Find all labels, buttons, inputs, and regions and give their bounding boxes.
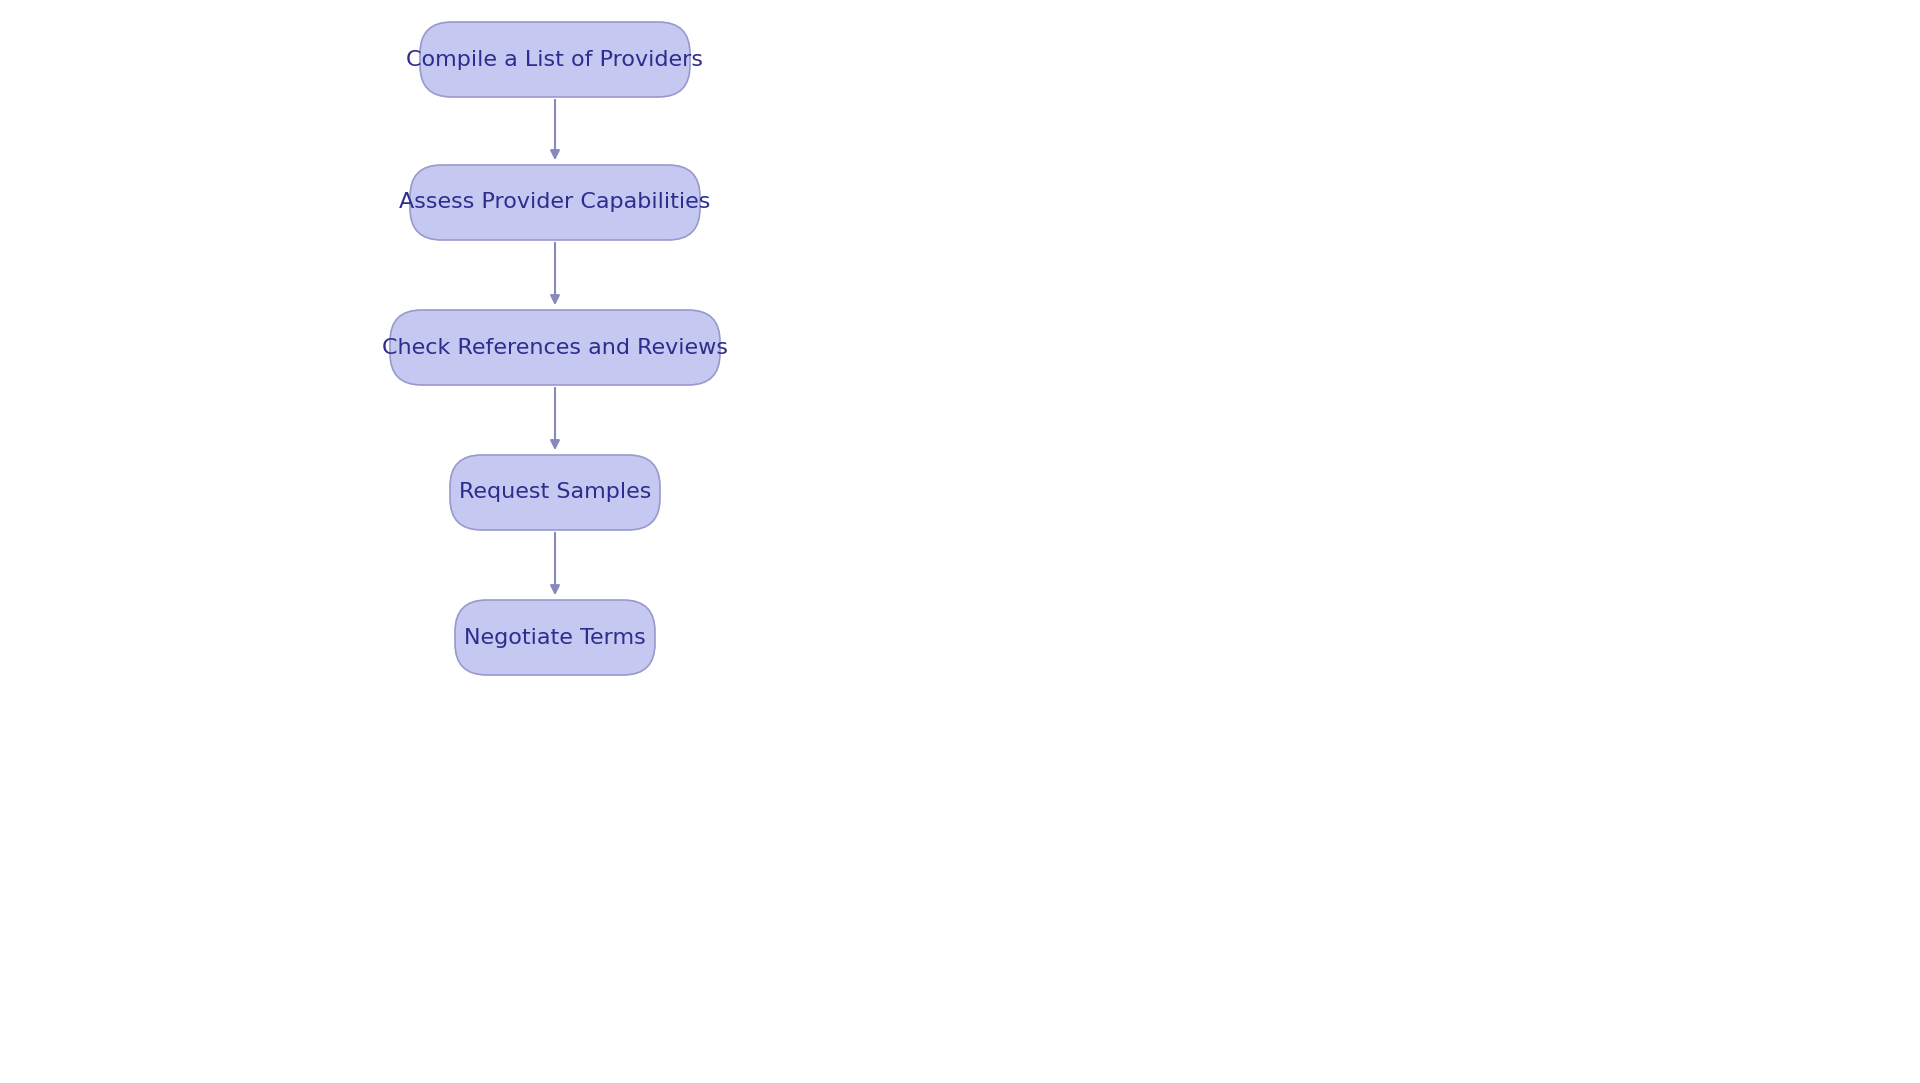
FancyBboxPatch shape <box>455 600 655 675</box>
FancyBboxPatch shape <box>390 310 720 384</box>
FancyBboxPatch shape <box>420 22 689 97</box>
Text: Compile a List of Providers: Compile a List of Providers <box>407 50 703 69</box>
Text: Negotiate Terms: Negotiate Terms <box>465 627 645 648</box>
FancyBboxPatch shape <box>411 165 701 240</box>
Text: Check References and Reviews: Check References and Reviews <box>382 338 728 357</box>
Text: Request Samples: Request Samples <box>459 483 651 503</box>
FancyBboxPatch shape <box>449 455 660 530</box>
Text: Assess Provider Capabilities: Assess Provider Capabilities <box>399 193 710 212</box>
